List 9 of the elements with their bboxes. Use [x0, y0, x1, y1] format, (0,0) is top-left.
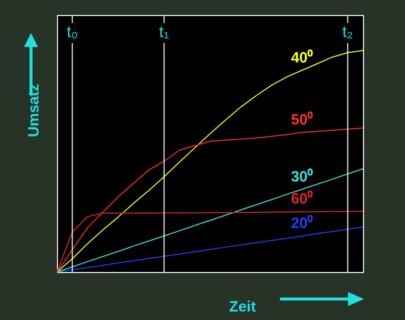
series-label: 40⁰: [290, 48, 314, 66]
series-label: 20⁰: [290, 214, 314, 232]
x-tick-label: t₁: [159, 24, 170, 41]
x-tick-label: t₀: [66, 24, 78, 41]
x-tick-label: t₂: [342, 24, 354, 41]
series-label: 30⁰: [290, 167, 314, 186]
x-axis-title: Zeit: [229, 298, 256, 316]
series-label: 60⁰: [290, 190, 314, 208]
series-label: 50⁰: [290, 110, 314, 128]
